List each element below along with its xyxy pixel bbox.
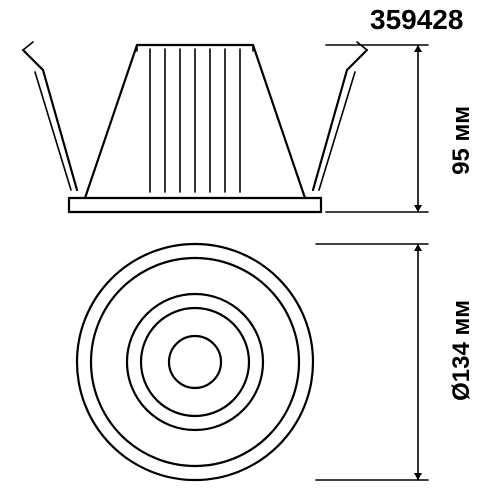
- technical-drawing: [0, 0, 500, 500]
- product-code: 359428: [370, 4, 463, 36]
- height-dimension-label: 95 мм: [448, 106, 476, 175]
- diameter-dimension-label: Ø134 мм: [448, 300, 476, 401]
